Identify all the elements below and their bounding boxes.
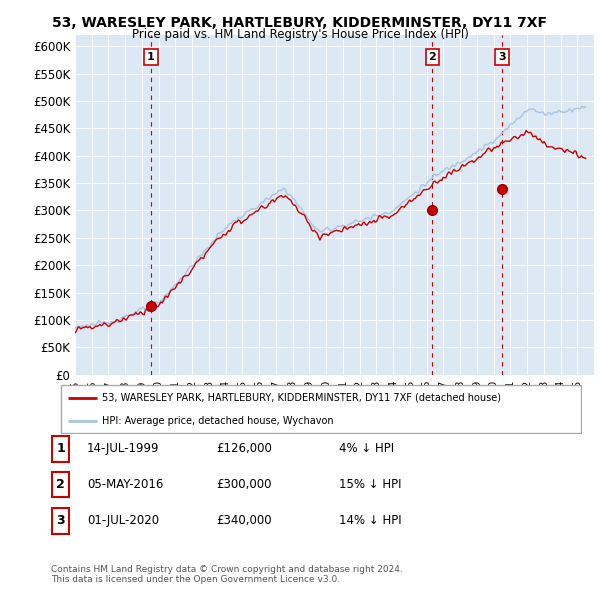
Text: 01-JUL-2020: 01-JUL-2020 — [87, 514, 159, 527]
Text: 53, WARESLEY PARK, HARTLEBURY, KIDDERMINSTER, DY11 7XF (detached house): 53, WARESLEY PARK, HARTLEBURY, KIDDERMIN… — [102, 392, 501, 402]
Text: HPI: Average price, detached house, Wychavon: HPI: Average price, detached house, Wych… — [102, 416, 334, 426]
FancyBboxPatch shape — [61, 385, 581, 432]
Text: 2: 2 — [56, 478, 65, 491]
Text: 2: 2 — [428, 52, 436, 62]
Text: 05-MAY-2016: 05-MAY-2016 — [87, 478, 163, 491]
FancyBboxPatch shape — [52, 436, 69, 462]
Text: 14% ↓ HPI: 14% ↓ HPI — [339, 514, 401, 527]
Text: 3: 3 — [56, 514, 65, 527]
Text: £340,000: £340,000 — [216, 514, 272, 527]
Text: 15% ↓ HPI: 15% ↓ HPI — [339, 478, 401, 491]
Text: £126,000: £126,000 — [216, 442, 272, 455]
Text: 14-JUL-1999: 14-JUL-1999 — [87, 442, 160, 455]
FancyBboxPatch shape — [52, 508, 69, 534]
FancyBboxPatch shape — [52, 471, 69, 497]
Text: 3: 3 — [498, 52, 506, 62]
Text: 53, WARESLEY PARK, HARTLEBURY, KIDDERMINSTER, DY11 7XF: 53, WARESLEY PARK, HARTLEBURY, KIDDERMIN… — [53, 16, 548, 30]
Text: 1: 1 — [56, 442, 65, 455]
Text: 1: 1 — [147, 52, 155, 62]
Text: Contains HM Land Registry data © Crown copyright and database right 2024.
This d: Contains HM Land Registry data © Crown c… — [51, 565, 403, 584]
Text: Price paid vs. HM Land Registry's House Price Index (HPI): Price paid vs. HM Land Registry's House … — [131, 28, 469, 41]
Text: 4% ↓ HPI: 4% ↓ HPI — [339, 442, 394, 455]
Text: £300,000: £300,000 — [216, 478, 271, 491]
